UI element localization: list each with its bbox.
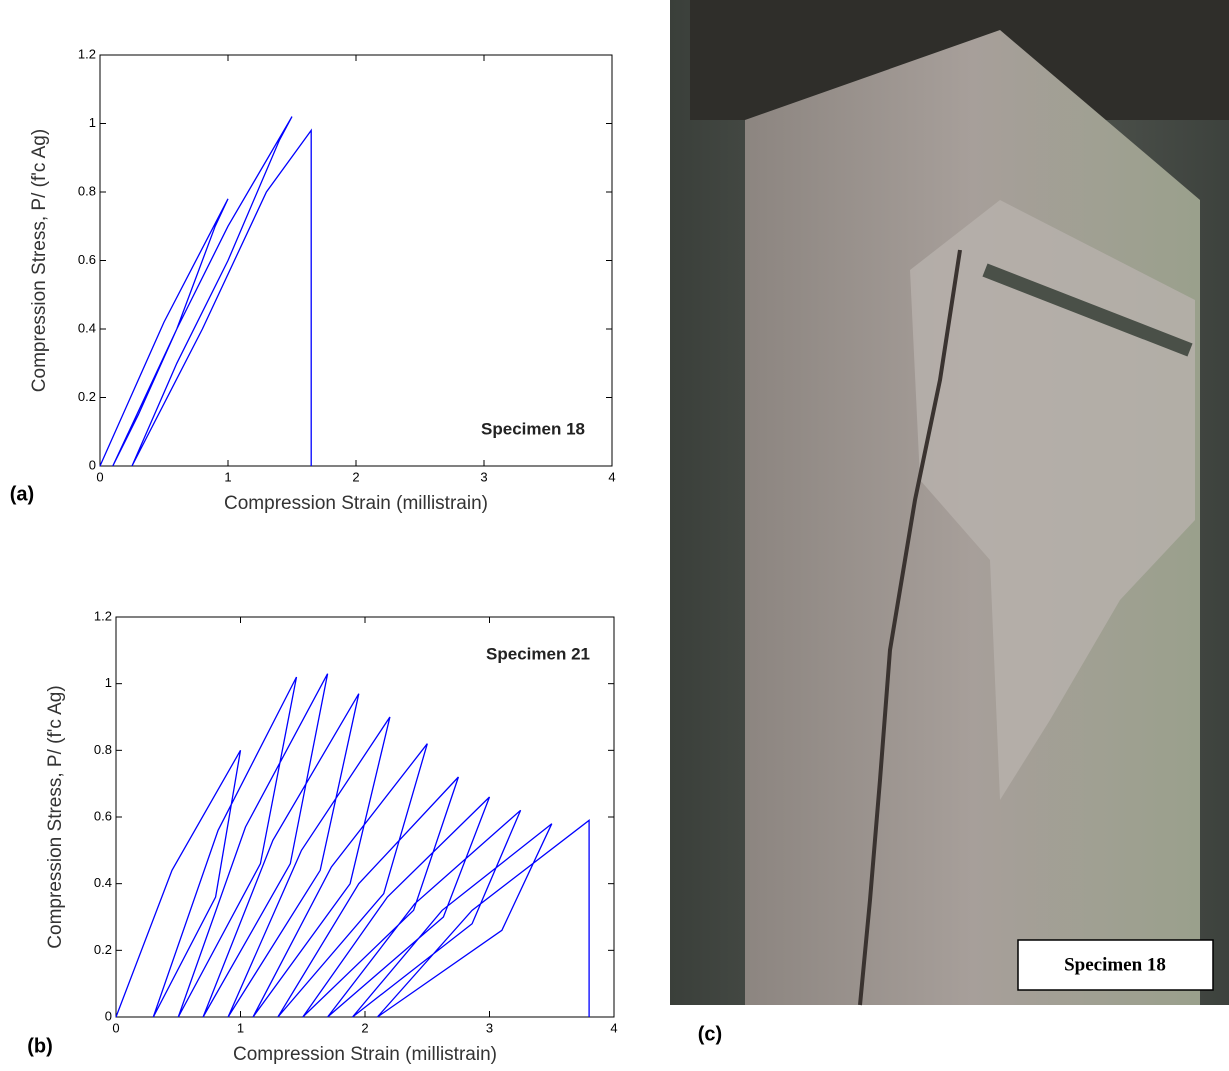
x-tick-label: 1 xyxy=(224,469,231,484)
y-tick-label: 0.2 xyxy=(94,942,112,957)
panel-label: (b) xyxy=(27,1035,53,1057)
plot-frame xyxy=(115,616,615,1018)
y-tick-label: 0 xyxy=(89,457,96,472)
x-axis-label: Compression Strain (millistrain) xyxy=(224,493,488,514)
y-tick-label: 0.8 xyxy=(94,742,112,757)
x-tick-label: 3 xyxy=(486,1020,493,1035)
photo-caption: Specimen 18 xyxy=(1064,954,1166,975)
y-tick-label: 0.4 xyxy=(94,875,112,890)
curve xyxy=(99,116,312,467)
y-tick-label: 0 xyxy=(105,1008,112,1023)
x-tick-label: 0 xyxy=(112,1020,119,1035)
x-tick-label: 2 xyxy=(352,469,359,484)
x-tick-label: 1 xyxy=(237,1020,244,1035)
x-tick-label: 4 xyxy=(608,469,615,484)
y-tick-label: 0.8 xyxy=(78,183,96,198)
x-tick-label: 0 xyxy=(96,469,103,484)
annotation: Specimen 18 xyxy=(481,419,585,438)
spalled-area xyxy=(910,200,1195,800)
y-axis-label: Compression Stress, P/ (f'c Ag) xyxy=(29,129,50,392)
plot-frame xyxy=(99,54,613,467)
x-axis-label: Compression Strain (millistrain) xyxy=(233,1044,497,1065)
y-axis-label: Compression Stress, P/ (f'c Ag) xyxy=(45,685,66,948)
crack xyxy=(858,249,962,1006)
panel-label: (a) xyxy=(10,483,34,505)
rebar xyxy=(982,263,1193,357)
y-tick-label: 1 xyxy=(105,675,112,690)
y-tick-label: 0.4 xyxy=(78,320,96,335)
y-tick-label: 1 xyxy=(89,115,96,130)
y-tick-label: 0.6 xyxy=(78,252,96,267)
y-tick-label: 1.2 xyxy=(78,46,96,61)
x-tick-label: 3 xyxy=(480,469,487,484)
annotation: Specimen 21 xyxy=(486,644,590,663)
y-tick-label: 0.2 xyxy=(78,389,96,404)
y-tick-label: 0.6 xyxy=(94,808,112,823)
x-tick-label: 2 xyxy=(361,1020,368,1035)
caption-box xyxy=(1017,939,1214,991)
y-tick-label: 1.2 xyxy=(94,608,112,623)
x-tick-label: 4 xyxy=(610,1020,617,1035)
photo: Specimen 18 (c) xyxy=(670,0,1229,1045)
curve xyxy=(115,673,590,1018)
panel-label: (c) xyxy=(698,1023,722,1045)
